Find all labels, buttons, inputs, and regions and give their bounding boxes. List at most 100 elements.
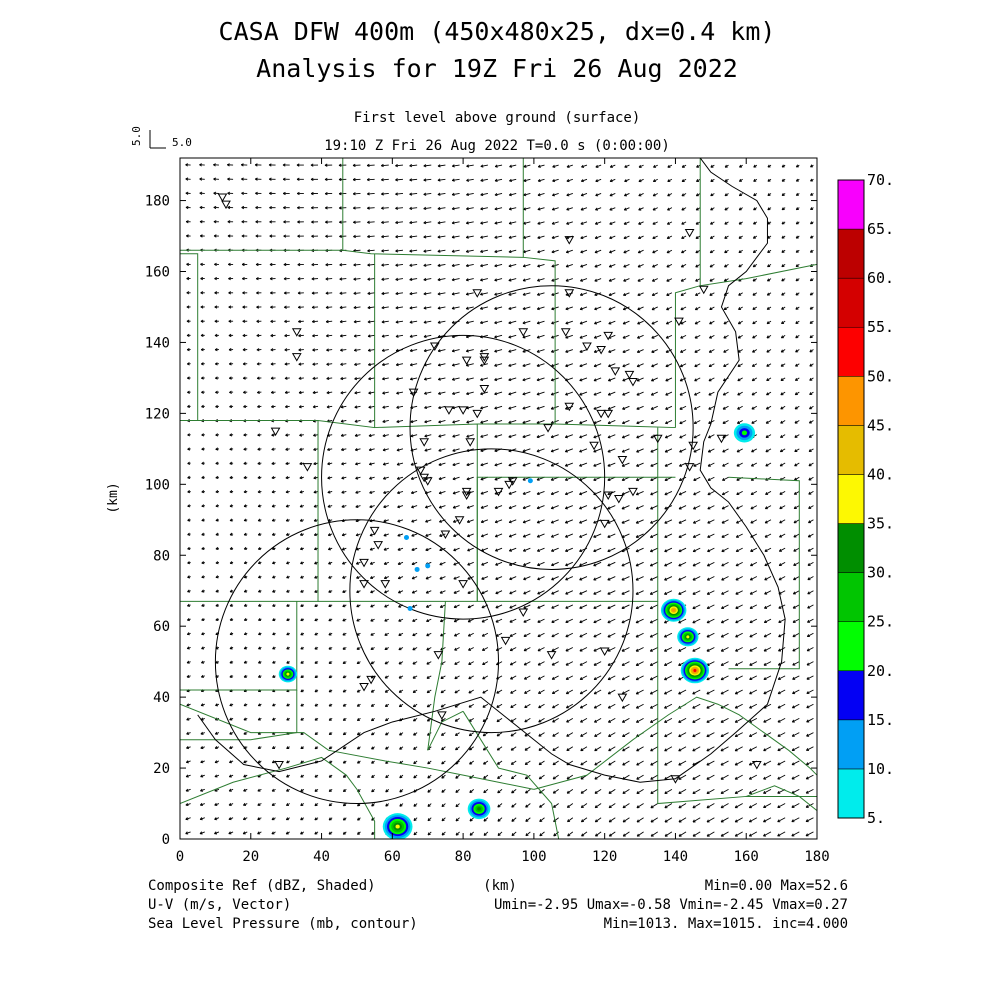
wind-vector-head bbox=[495, 323, 498, 324]
wind-vector-head bbox=[466, 294, 468, 295]
wind-vector-head bbox=[537, 281, 540, 282]
wind-vector-head bbox=[424, 337, 426, 338]
wind-vector-head bbox=[300, 450, 302, 451]
wind-vector-head bbox=[188, 506, 191, 507]
wind-vector-head bbox=[369, 422, 371, 423]
wind-vector-head bbox=[188, 449, 190, 450]
wind-vector-head bbox=[495, 423, 498, 424]
wind-vector-head bbox=[466, 380, 469, 381]
wind-vector-head bbox=[341, 407, 343, 408]
wind-vector-head bbox=[396, 337, 398, 338]
wind-vector-head bbox=[537, 266, 540, 267]
wind-vector-head bbox=[480, 323, 483, 324]
wind-vector-head bbox=[452, 408, 455, 409]
wind-vector-head bbox=[538, 167, 541, 168]
wind-vector-head bbox=[258, 435, 260, 436]
wind-vector-head bbox=[258, 549, 261, 550]
wind-vector-head bbox=[438, 266, 440, 267]
wind-vector-head bbox=[368, 351, 370, 352]
wind-vector-head bbox=[452, 323, 454, 324]
wind-vector-head bbox=[512, 821, 515, 822]
wind-vector-head bbox=[313, 407, 315, 408]
wind-vector-head bbox=[300, 478, 303, 479]
wind-vector-head bbox=[230, 535, 233, 536]
wind-vector-head bbox=[424, 251, 426, 252]
wind-vector-head bbox=[341, 379, 343, 380]
wind-vector-head bbox=[355, 422, 357, 423]
wind-vector-head bbox=[466, 337, 469, 338]
wind-vector-head bbox=[523, 338, 526, 339]
wind-vector-head bbox=[342, 493, 345, 494]
wind-vector-head bbox=[286, 478, 289, 479]
wind-vector-head bbox=[484, 835, 487, 836]
wind-vector-head bbox=[355, 407, 357, 408]
wind-vector-head bbox=[552, 267, 555, 268]
wind-vector-head bbox=[480, 337, 483, 338]
wind-vector-head bbox=[523, 309, 526, 310]
wind-vector-head bbox=[258, 492, 261, 493]
wind-vector-head bbox=[216, 449, 218, 450]
wind-vector-head bbox=[523, 224, 526, 225]
wind-vector-head bbox=[484, 821, 487, 822]
title-line-1: CASA DFW 400m (450x480x25, dx=0.4 km) bbox=[219, 17, 776, 46]
wind-vector-head bbox=[411, 422, 414, 423]
wind-vector-head bbox=[300, 464, 302, 465]
wind-vector-head bbox=[258, 450, 260, 451]
wind-vector-head bbox=[495, 409, 498, 410]
wind-vector-head bbox=[523, 266, 526, 267]
wind-vector-head bbox=[552, 252, 555, 253]
wind-vector-head bbox=[300, 521, 303, 522]
wind-vector-head bbox=[342, 478, 345, 479]
wind-vector-head bbox=[386, 806, 389, 807]
wind-vector-head bbox=[524, 181, 527, 182]
wind-vector-head bbox=[382, 379, 384, 380]
wind-vector-head bbox=[272, 464, 274, 465]
wind-vector-head bbox=[481, 181, 483, 182]
wind-vector-head bbox=[216, 478, 218, 479]
wind-vector-head bbox=[523, 352, 526, 353]
wind-vector-head bbox=[552, 181, 555, 182]
wind-vector-head bbox=[466, 408, 469, 409]
wind-vector-head bbox=[383, 450, 386, 451]
wind-vector-head bbox=[466, 280, 468, 281]
wind-vector-head bbox=[216, 521, 219, 522]
wind-vector-head bbox=[216, 549, 219, 550]
wind-vector-head bbox=[397, 422, 400, 423]
wind-vector-head bbox=[272, 435, 274, 436]
wind-vector-head bbox=[428, 806, 431, 807]
wind-vector-head bbox=[410, 294, 412, 295]
wind-vector-head bbox=[495, 380, 498, 381]
wind-vector-head bbox=[258, 506, 261, 507]
wind-vector-head bbox=[524, 209, 527, 210]
wind-vector-head bbox=[481, 423, 484, 424]
wind-vector-head bbox=[466, 238, 468, 239]
wind-vector-head bbox=[494, 352, 497, 353]
wind-vector-head bbox=[438, 408, 441, 409]
wind-vector-head bbox=[314, 464, 317, 465]
wind-vector-head bbox=[470, 835, 473, 836]
wind-vector-head bbox=[258, 478, 260, 479]
wind-vector-head bbox=[480, 394, 483, 395]
wind-vector-head bbox=[355, 464, 358, 465]
wind-vector-head bbox=[470, 820, 473, 821]
wind-vector-head bbox=[285, 421, 287, 422]
wind-vector-head bbox=[456, 835, 459, 836]
wind-vector-head bbox=[400, 806, 403, 807]
wind-vector-head bbox=[481, 209, 483, 210]
wind-vector-head bbox=[438, 294, 440, 295]
subtitle-level: First level above ground (surface) bbox=[354, 110, 641, 126]
wind-vector-head bbox=[509, 394, 512, 395]
wind-vector-head bbox=[300, 492, 303, 493]
wind-vector-head bbox=[481, 451, 484, 452]
title-line-2: Analysis for 19Z Fri 26 Aug 2022 bbox=[256, 54, 738, 83]
wind-vector-head bbox=[230, 549, 233, 550]
wind-vector-head bbox=[424, 266, 426, 267]
wind-vector-head bbox=[509, 337, 512, 338]
wind-vector-head bbox=[452, 252, 454, 253]
wind-vector-head bbox=[286, 435, 288, 436]
wind-vector-head bbox=[383, 479, 386, 480]
wind-vector-head bbox=[187, 577, 190, 578]
wind-vector-head bbox=[341, 393, 343, 394]
wind-vector-head bbox=[258, 464, 260, 465]
